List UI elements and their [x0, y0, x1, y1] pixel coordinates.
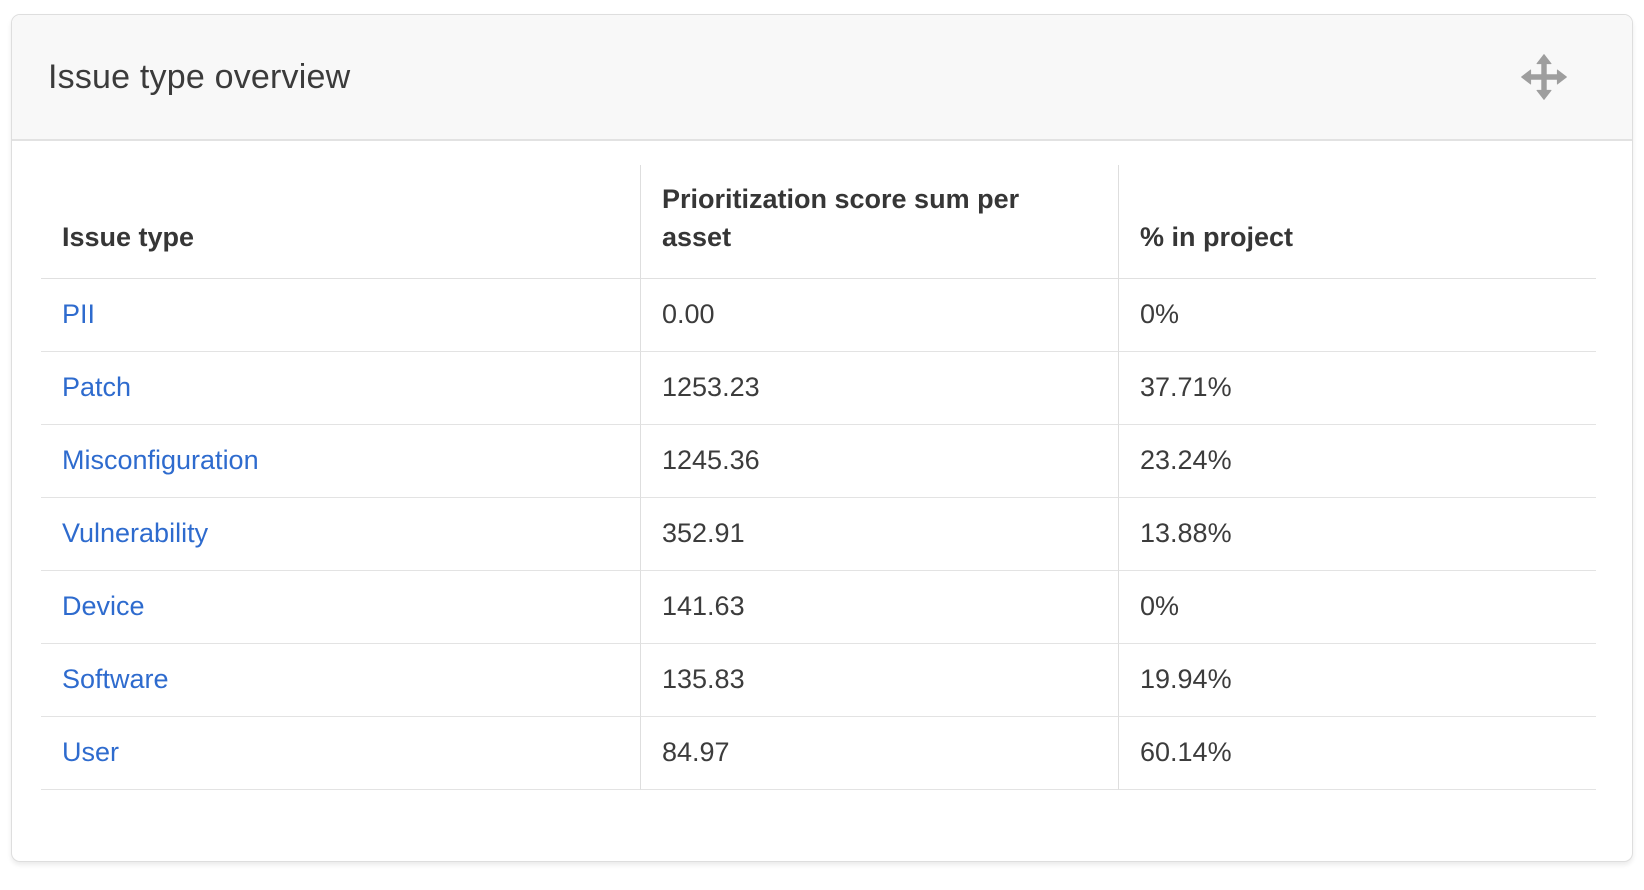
score-cell: 352.91 [640, 497, 1118, 571]
widget-title: Issue type overview [48, 57, 351, 96]
issue-type-cell: Misconfiguration [41, 425, 640, 498]
issue-type-cell: Vulnerability [41, 498, 640, 571]
table-row: Misconfiguration 1245.36 23.24% [41, 424, 1596, 498]
move-icon [1519, 52, 1569, 102]
column-header-label: % in project [1140, 221, 1294, 252]
column-header-percent: % in project [1118, 165, 1596, 279]
score-cell-value: 141.63 [662, 591, 745, 622]
score-cell: 141.63 [640, 570, 1118, 644]
column-header-issue-type: Issue type [41, 165, 640, 279]
percent-cell-value: 23.24% [1140, 445, 1232, 476]
widget-header: Issue type overview [12, 15, 1632, 141]
percent-cell-value: 0% [1140, 591, 1180, 622]
issue-type-cell: Software [41, 644, 640, 717]
issue-type-cell: PII [41, 279, 640, 352]
issue-table-body: PII 0.00 0% Patch 1253.23 37.71% Misconf… [41, 278, 1596, 790]
score-cell-value: 0.00 [662, 299, 715, 330]
widget-body: Issue type Prioritization score sum per … [12, 141, 1632, 790]
issue-type-link[interactable]: PII [62, 299, 96, 330]
column-header-label: Prioritization score sum per asset [662, 184, 1020, 252]
table-header: Issue type Prioritization score sum per … [41, 165, 1596, 279]
percent-cell-value: 0% [1140, 299, 1180, 330]
table-row: Software 135.83 19.94% [41, 643, 1596, 717]
table-row: User 84.97 60.14% [41, 716, 1596, 790]
issue-type-link[interactable]: Device [62, 591, 145, 622]
issue-type-link[interactable]: User [62, 737, 120, 768]
column-header-score: Prioritization score sum per asset [640, 165, 1118, 279]
score-cell-value: 1245.36 [662, 445, 760, 476]
issue-type-link[interactable]: Vulnerability [62, 518, 209, 549]
table-row: Patch 1253.23 37.71% [41, 351, 1596, 425]
percent-cell-value: 13.88% [1140, 518, 1232, 549]
column-header-label: Issue type [62, 221, 195, 252]
widget-drag-handle[interactable] [1518, 51, 1570, 103]
issue-type-table: Issue type Prioritization score sum per … [41, 165, 1596, 790]
score-cell: 84.97 [640, 716, 1118, 790]
percent-cell-value: 19.94% [1140, 664, 1232, 695]
issue-type-link[interactable]: Misconfiguration [62, 445, 259, 476]
table-row: Device 141.63 0% [41, 570, 1596, 644]
score-cell-value: 1253.23 [662, 372, 760, 403]
percent-cell: 23.24% [1118, 424, 1596, 498]
issue-type-link[interactable]: Patch [62, 372, 132, 403]
percent-cell: 0% [1118, 278, 1596, 352]
score-cell: 1245.36 [640, 424, 1118, 498]
score-cell-value: 84.97 [662, 737, 730, 768]
percent-cell: 37.71% [1118, 351, 1596, 425]
issue-type-cell: User [41, 717, 640, 790]
percent-cell: 13.88% [1118, 497, 1596, 571]
issue-type-cell: Device [41, 571, 640, 644]
score-cell: 1253.23 [640, 351, 1118, 425]
table-row: Vulnerability 352.91 13.88% [41, 497, 1596, 571]
percent-cell-value: 37.71% [1140, 372, 1232, 403]
score-cell: 135.83 [640, 643, 1118, 717]
percent-cell: 19.94% [1118, 643, 1596, 717]
score-cell-value: 135.83 [662, 664, 745, 695]
issue-type-cell: Patch [41, 352, 640, 425]
percent-cell: 60.14% [1118, 716, 1596, 790]
issue-type-link[interactable]: Software [62, 664, 169, 695]
score-cell: 0.00 [640, 278, 1118, 352]
score-cell-value: 352.91 [662, 518, 745, 549]
issue-type-overview-widget: Issue type overview [11, 14, 1633, 862]
table-row: PII 0.00 0% [41, 278, 1596, 352]
percent-cell: 0% [1118, 570, 1596, 644]
percent-cell-value: 60.14% [1140, 737, 1232, 768]
table-header-row: Issue type Prioritization score sum per … [41, 165, 1596, 279]
